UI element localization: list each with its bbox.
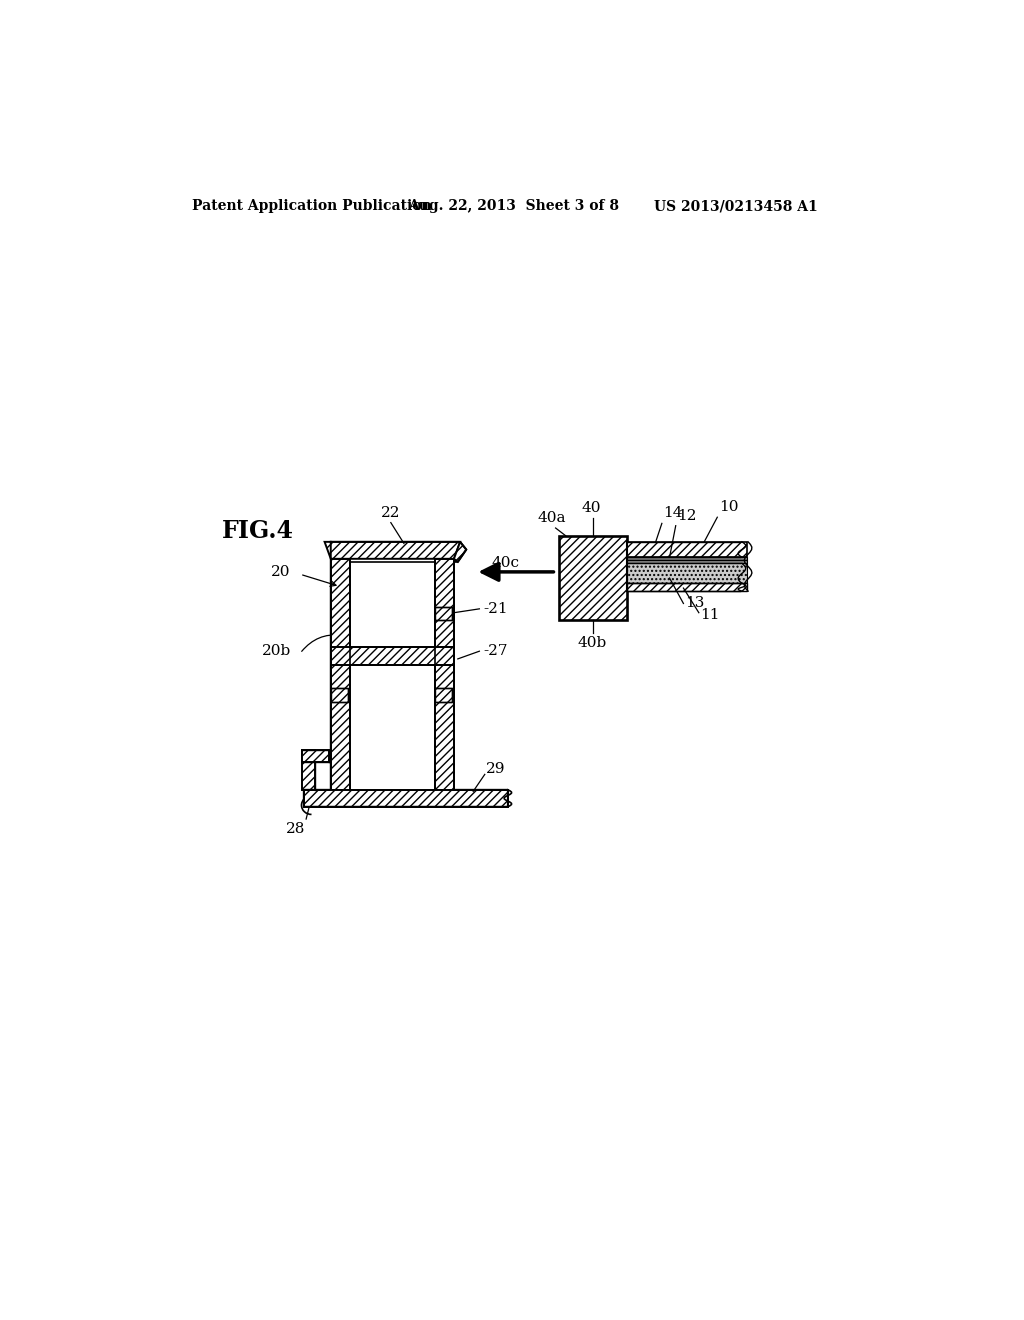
Polygon shape [435,688,453,702]
Text: 20: 20 [271,565,291,579]
Polygon shape [301,750,315,789]
Text: 29: 29 [486,762,506,776]
Text: 20b: 20b [261,644,291,659]
Polygon shape [331,647,454,665]
Polygon shape [331,558,350,789]
Polygon shape [325,543,460,558]
Text: Patent Application Publication: Patent Application Publication [193,199,432,213]
Polygon shape [304,789,508,807]
Text: -27: -27 [483,644,508,659]
Text: FIG.4: FIG.4 [221,519,294,543]
Polygon shape [628,543,746,557]
Polygon shape [628,564,746,583]
Text: 40b: 40b [578,636,607,649]
Polygon shape [435,607,453,620]
Polygon shape [435,558,454,789]
Text: 22: 22 [381,507,400,520]
Polygon shape [331,688,348,702]
Text: 40c: 40c [492,556,519,570]
Text: 10: 10 [720,500,739,515]
Text: -21: -21 [483,602,508,616]
Text: Aug. 22, 2013  Sheet 3 of 8: Aug. 22, 2013 Sheet 3 of 8 [408,199,618,213]
Polygon shape [628,583,746,591]
FancyArrowPatch shape [302,632,341,651]
Text: 40: 40 [582,500,601,515]
Text: 40a: 40a [538,511,566,525]
Polygon shape [559,536,628,620]
Text: US 2013/0213458 A1: US 2013/0213458 A1 [654,199,818,213]
Polygon shape [454,543,466,562]
Polygon shape [628,557,746,564]
Text: 13: 13 [685,597,705,610]
Text: 14: 14 [664,507,683,520]
Text: 12: 12 [677,508,696,523]
Text: 11: 11 [700,609,720,622]
Polygon shape [301,750,330,762]
Text: 28: 28 [287,822,306,836]
